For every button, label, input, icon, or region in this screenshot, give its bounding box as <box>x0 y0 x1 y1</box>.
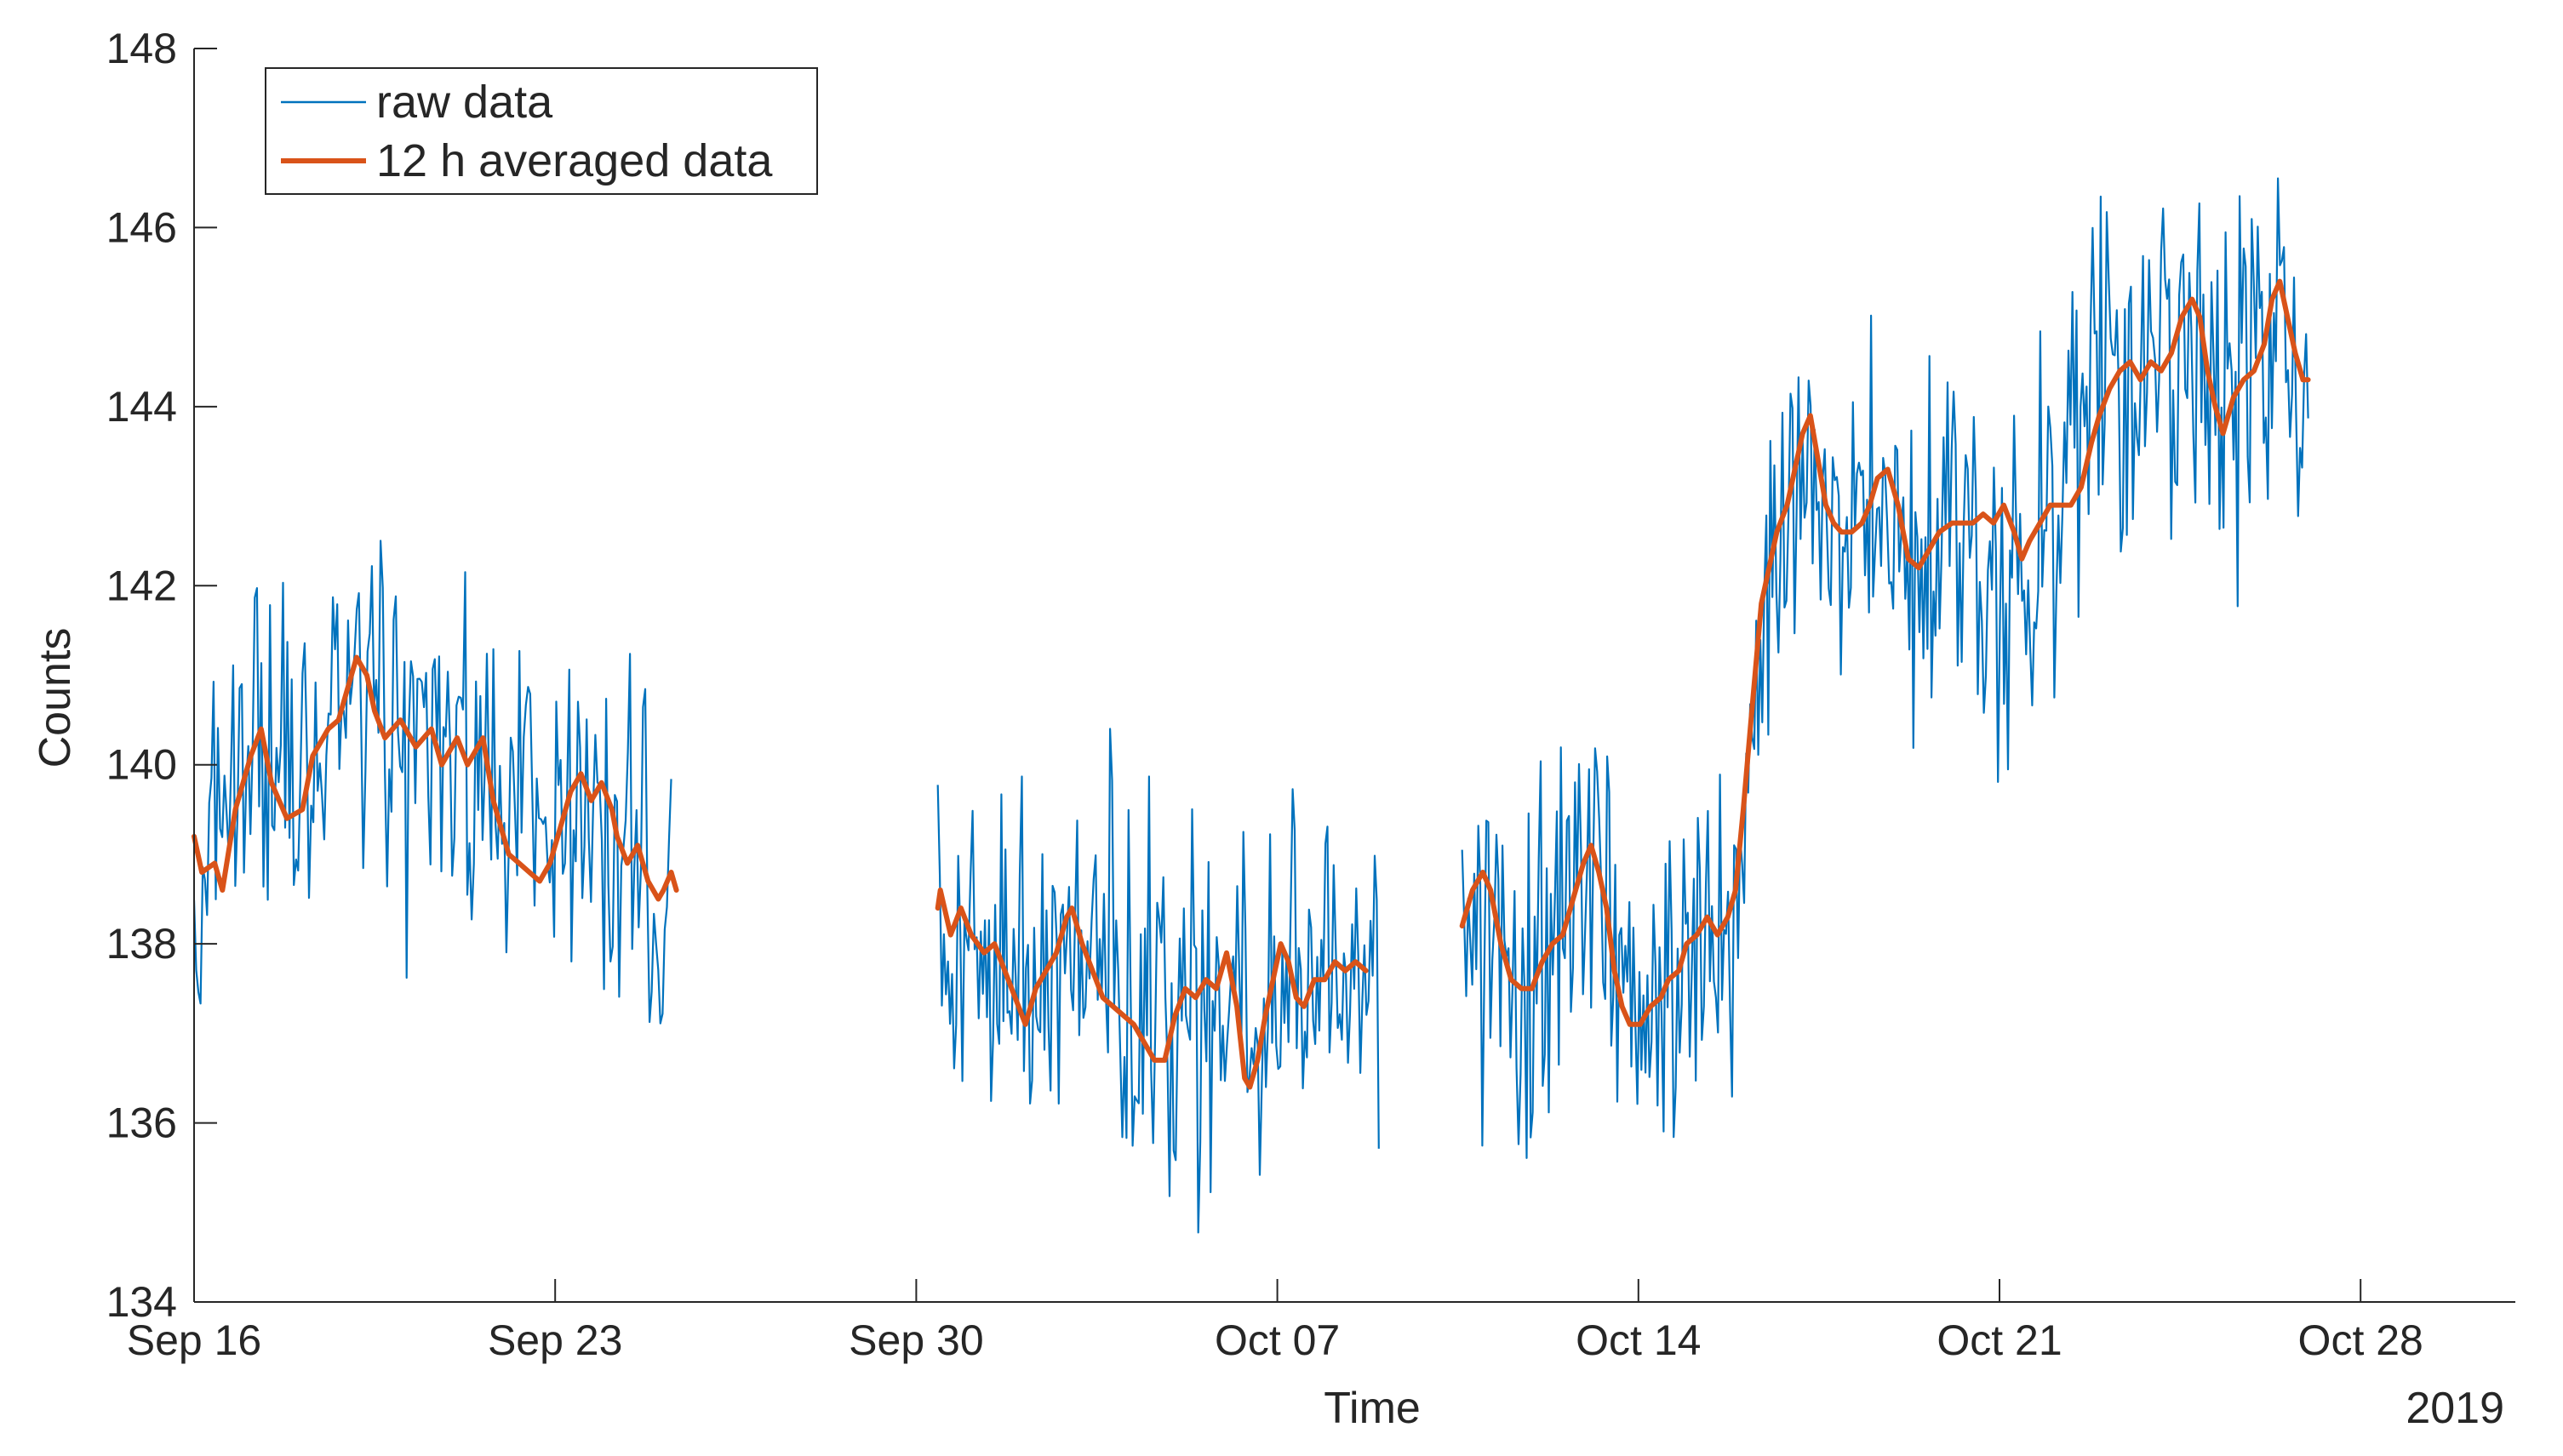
plot-area <box>192 177 2311 1234</box>
raw-data-line-segment-1 <box>192 540 672 1025</box>
x-tick-label: Oct 28 <box>2298 1316 2423 1364</box>
y-tick-label: 142 <box>106 562 177 609</box>
legend: raw data 12 h averaged data <box>265 67 818 195</box>
y-tick-label: 144 <box>106 383 177 431</box>
averaged-data-series <box>192 278 2311 1090</box>
y-tick-label: 136 <box>106 1099 177 1147</box>
y-tick-label: 134 <box>106 1278 177 1326</box>
y-tick-label: 146 <box>106 203 177 251</box>
x-tick-label: Oct 07 <box>1215 1316 1340 1364</box>
y-axis-label: Counts <box>31 628 80 768</box>
year-label: 2019 <box>2406 1384 2504 1433</box>
legend-label-raw-data: raw data <box>376 77 553 128</box>
raw-data-line-segment-2 <box>936 728 1380 1234</box>
x-tick-label: Sep 16 <box>127 1316 261 1364</box>
y-tick-label: 140 <box>106 741 177 789</box>
legend-label-averaged-data: 12 h averaged data <box>376 135 773 186</box>
axes <box>193 48 2515 1303</box>
x-tick-label: Sep 30 <box>849 1316 983 1364</box>
y-tick-label: 138 <box>106 920 177 968</box>
x-axis-label: Time <box>1324 1384 1421 1433</box>
tick-labels: 134 136 138 140 142 144 146 148 Sep 16 Sep 23 Sep … <box>106 25 2423 1364</box>
x-tick-label: Oct 14 <box>1576 1316 1701 1364</box>
averaged-data-line-segment-2 <box>935 888 1369 1090</box>
legend-box <box>265 67 818 195</box>
averaged-data-line-segment-3 <box>1459 278 2311 1027</box>
x-tick-label: Oct 21 <box>1937 1316 2062 1364</box>
y-tick-label: 148 <box>106 25 177 72</box>
x-tick-label: Sep 23 <box>488 1316 622 1364</box>
averaged-data-line-segment-1 <box>192 654 679 902</box>
